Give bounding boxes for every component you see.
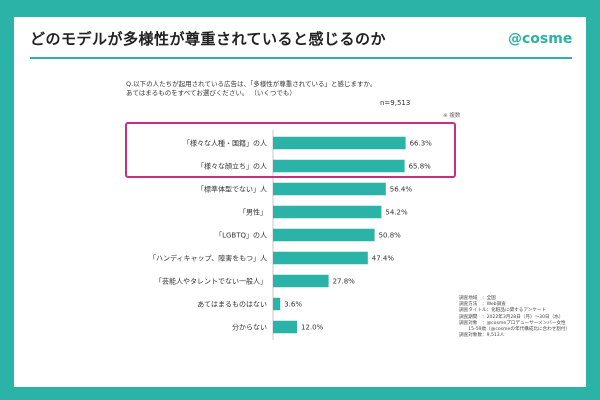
category-label: 「標準体型でない」人 (197, 185, 267, 194)
brand-logo: @cosme (508, 31, 573, 47)
category-label: 「男性」 (239, 208, 267, 217)
title-divider (30, 57, 572, 59)
bar (273, 136, 406, 150)
sample-size-label: n=9,513 (380, 99, 411, 107)
category-label: 「LGBTQ」の人 (215, 232, 267, 240)
value-label: 66.3% (410, 140, 433, 148)
value-label: 54.2% (385, 209, 408, 217)
bar (273, 274, 329, 288)
value-label: 3.6% (284, 301, 302, 309)
highlight-box (125, 122, 456, 178)
value-label: 27.8% (333, 278, 356, 286)
survey-note: ※ 複数 (443, 113, 461, 119)
survey-question: Q.以下の人たちが起用されている広告は、「多様性が尊重されている」と感じますか。… (126, 80, 377, 97)
page-title: どのモデルが多様性が尊重されていると感じるのか (30, 30, 387, 48)
value-label: 50.8% (379, 232, 402, 240)
survey-metadata: 調査地域 ：全国 調査方法 ：Web調査 調査タイトル：化粧品に関するアンケート… (459, 296, 571, 339)
category-label: 「様々な人種・国籍」の人 (183, 139, 267, 148)
bar (273, 159, 405, 173)
bar (273, 297, 281, 311)
category-label: 「芸能人やタレントでない一般人」 (155, 277, 267, 286)
chart-card (14, 17, 586, 387)
value-label: 12.0% (301, 324, 324, 332)
category-label: 分からない (232, 323, 267, 332)
category-label: 「様々な顔立ち」の人 (197, 162, 267, 171)
bar (273, 320, 297, 334)
value-label: 47.4% (372, 255, 395, 263)
bar (273, 228, 375, 242)
bar (273, 182, 386, 196)
category-label: 「ハンディキャップ、障害をもつ」人 (149, 254, 267, 263)
value-label: 65.8% (409, 163, 432, 171)
bar (273, 251, 368, 265)
bar (273, 205, 382, 219)
category-label: あてはまるものはない (197, 301, 267, 309)
value-label: 56.4% (390, 186, 413, 194)
